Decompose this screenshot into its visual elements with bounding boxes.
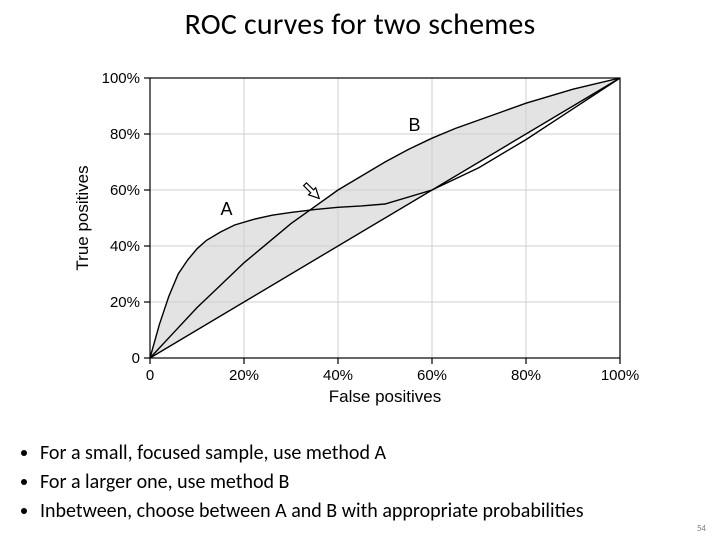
x-axis-title: False positives [329,387,441,406]
slide-root: ROC curves for two schemes A B 0 20% 40% 60% 8… [0,0,720,540]
xtick-label: 60% [417,367,447,384]
ytick-label: 20% [110,294,140,311]
xtick-label: 80% [511,367,541,384]
xtick-label: 20% [229,367,259,384]
slide-title: ROC curves for two schemes [0,6,720,43]
bullet-item: For a larger one, use method B [40,469,706,496]
bullet-item: For a small, focused sample, use method … [40,440,706,467]
roc-svg: A B 0 20% 40% 60% 80% 100% 0 20% 40% 60% 80% 100% Fals… [60,60,660,420]
roc-chart: A B 0 20% 40% 60% 80% 100% 0 20% 40% 60% 80% 100% Fals… [60,60,660,420]
y-axis-title: True positives [73,165,92,270]
ytick-label: 0 [132,350,140,367]
bullet-item: Inbetween, choose between A and B with a… [40,498,706,525]
ytick-label: 40% [110,238,140,255]
label-b: B [409,115,421,135]
page-number: 54 [697,523,706,534]
ytick-label: 80% [110,126,140,143]
xtick-label: 40% [323,367,353,384]
label-a: A [221,199,233,219]
xtick-label: 100% [601,367,639,384]
ytick-label: 100% [102,70,140,87]
bullet-list: For a small, focused sample, use method … [14,440,706,527]
xtick-label: 0 [146,367,154,384]
ytick-label: 60% [110,182,140,199]
